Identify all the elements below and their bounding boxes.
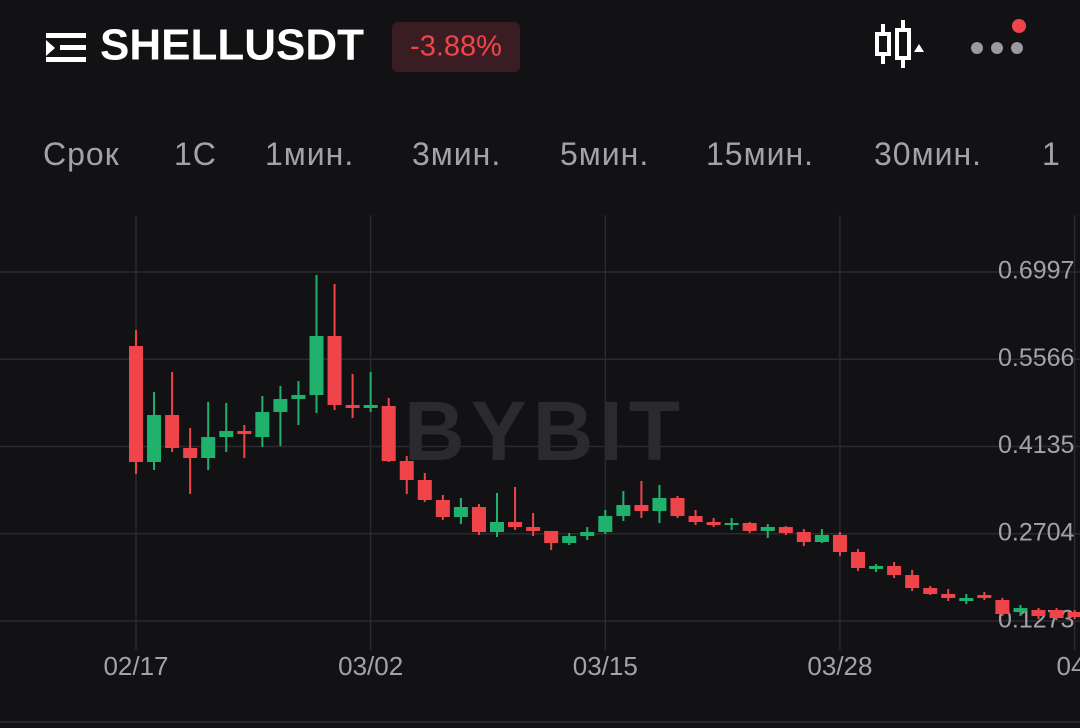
candle-body	[508, 522, 523, 528]
candle-body	[634, 505, 649, 512]
watermark: BYBIT	[404, 384, 686, 478]
candle-body	[959, 597, 974, 602]
candle-body	[995, 600, 1010, 615]
candle-body	[652, 497, 667, 512]
menu-icon[interactable]	[46, 33, 86, 62]
candle-body	[471, 507, 486, 533]
tab[interactable]: 5мин.	[560, 136, 650, 172]
candle-body	[183, 447, 198, 458]
y-tick-label: 0.2704	[998, 518, 1075, 546]
candle-body	[381, 405, 396, 462]
candle-body	[345, 405, 360, 408]
candle-body	[760, 527, 775, 531]
candle-body	[814, 535, 829, 543]
candle-body	[490, 522, 504, 533]
candle-body	[544, 530, 559, 543]
candle-body	[453, 507, 468, 518]
candle-body	[1013, 608, 1028, 613]
change-badge	[392, 22, 520, 72]
x-tick-label: 02/17	[103, 651, 168, 681]
candle-body	[706, 522, 721, 525]
candle-body	[201, 437, 216, 458]
candle-body	[941, 593, 956, 598]
chart: BYBIT 02/17 03/02 03/15 03/28 04/0.6997 0.556…	[0, 215, 1080, 723]
tab[interactable]: 1	[1042, 136, 1061, 172]
candle-body	[165, 415, 180, 448]
candle-body	[778, 527, 793, 533]
candle-body	[580, 532, 595, 537]
y-tick-label: 0.5566	[998, 344, 1074, 372]
candle-body	[742, 522, 757, 531]
candle-body	[363, 405, 378, 408]
candle-body	[1049, 610, 1064, 619]
y-tick-label: 0.6997	[998, 257, 1074, 285]
candle-body	[237, 431, 252, 435]
candle-body	[399, 461, 414, 480]
x-tick-label: 03/15	[573, 651, 638, 681]
x-tick-label: 03/02	[338, 651, 403, 681]
candle-body	[1067, 612, 1080, 618]
tab[interactable]: 30мин.	[874, 136, 983, 172]
candle-body	[616, 505, 631, 517]
tab[interactable]: 1С	[174, 136, 217, 172]
tab[interactable]: Срок	[43, 136, 120, 172]
candle-body	[869, 565, 884, 569]
candle-body	[562, 536, 577, 543]
candle-body	[851, 552, 865, 568]
symbol[interactable]: SHELLUSDT	[100, 21, 364, 70]
candle-body	[796, 532, 811, 543]
more-icon[interactable]	[971, 19, 1026, 54]
candle-body	[923, 587, 938, 594]
candle-body	[526, 527, 541, 531]
x-tick-label: 04/	[1057, 651, 1080, 681]
candle-body	[887, 565, 902, 575]
candle-body	[724, 522, 739, 525]
candle-body	[417, 480, 432, 500]
candle-body	[219, 431, 234, 438]
candle-body	[670, 497, 685, 517]
y-tick-label: 0.1273	[998, 606, 1074, 634]
change: -3.88%	[410, 31, 502, 63]
candle-body	[129, 346, 143, 463]
candle-body	[905, 575, 920, 588]
tab[interactable]: 3мин.	[412, 136, 502, 172]
candle-body	[147, 415, 162, 463]
candle-body	[688, 516, 703, 523]
candle-body	[435, 500, 450, 518]
candle-body	[255, 412, 270, 438]
tab[interactable]: 1мин.	[265, 136, 355, 172]
x-tick-label: 03/28	[807, 651, 872, 681]
candle-body	[1031, 610, 1046, 617]
candle-body	[327, 336, 342, 405]
candle-body	[832, 535, 847, 553]
tab[interactable]: 15мин.	[706, 136, 815, 172]
header: SHELLUSDT -3.88%	[46, 19, 1026, 72]
chart-type-icon[interactable]	[875, 20, 924, 68]
candle-body	[309, 336, 324, 395]
candle-body	[977, 595, 992, 598]
candle-body	[273, 399, 288, 413]
y-tick-label: 0.4135	[998, 431, 1074, 459]
candle-body	[291, 395, 306, 400]
candle-body	[598, 516, 613, 533]
